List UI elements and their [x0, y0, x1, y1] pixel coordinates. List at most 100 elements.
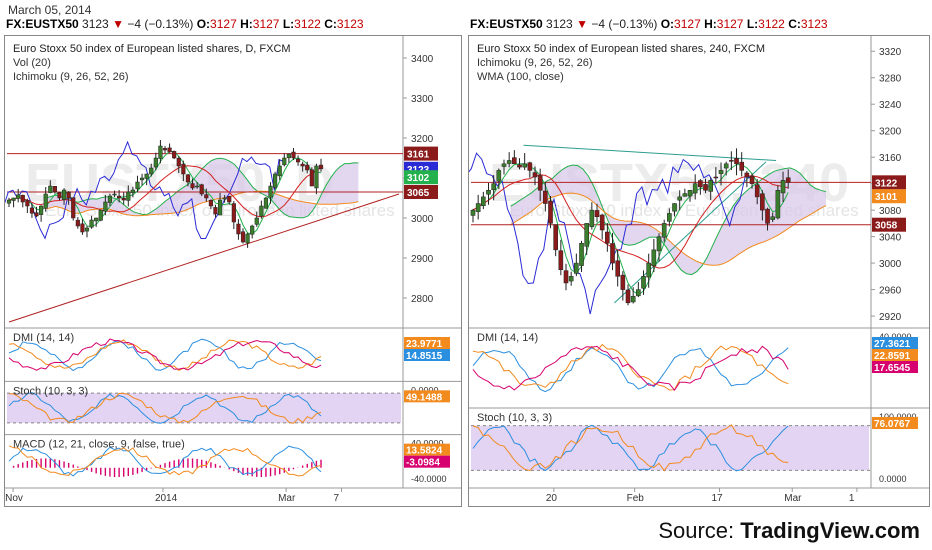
candle-body [227, 196, 232, 203]
y-tick-label: 2900 [411, 254, 434, 265]
candle-body [250, 225, 255, 235]
last-price: 3123 [82, 17, 109, 31]
candle-body [641, 276, 646, 289]
candle-body [39, 205, 44, 215]
panel-tick-label: 0.0000 [879, 474, 907, 484]
candle-body [661, 223, 667, 238]
indicator-line [8, 339, 322, 371]
candle-body [89, 219, 94, 228]
candle-body [48, 185, 53, 193]
candle-body [667, 213, 672, 222]
change-down-icon: ▼ [576, 17, 588, 31]
candle-body [698, 180, 703, 188]
panel-value-label: -3.0984 [406, 458, 440, 469]
candle-body [780, 180, 786, 194]
candle-body [139, 177, 145, 181]
candle-body [282, 157, 287, 166]
y-tick-label: 3300 [411, 94, 434, 105]
panel-value-badge [404, 455, 450, 468]
low-label: L: [746, 17, 759, 31]
candle-body [646, 262, 651, 278]
y-tick-label: 3280 [879, 74, 902, 85]
candle-body [6, 199, 12, 204]
y-tick-label: 2800 [411, 294, 434, 305]
x-tick-label: 1 [849, 493, 855, 504]
indicator-label: WMA (100, close) [477, 71, 564, 83]
y-tick-label: 3200 [879, 127, 902, 138]
candle-body [61, 189, 67, 200]
indicator-line [8, 445, 322, 477]
candle-body [687, 190, 693, 197]
candle-body [135, 181, 140, 190]
candle-body [167, 147, 172, 153]
candle-body [153, 157, 158, 168]
candle-body [548, 200, 553, 224]
y-tick-label: 2960 [879, 286, 902, 297]
x-tick-label: Feb [627, 493, 645, 504]
candle-body [259, 205, 264, 217]
candle-body [615, 260, 620, 277]
candle-body [512, 157, 517, 165]
candle-body [470, 209, 476, 216]
panel-value-label: 13.5824 [406, 446, 443, 457]
candle-body [245, 233, 250, 244]
high-value: 3127 [716, 17, 744, 31]
indicator-line [8, 338, 322, 371]
close-value: 3123 [800, 17, 828, 31]
open-value: 3127 [674, 17, 701, 31]
candle-body [112, 193, 117, 196]
candle-body [66, 191, 71, 199]
candle-body [84, 227, 90, 232]
open-value: 3127 [210, 17, 237, 31]
panel-title: Stoch (10, 3, 3) [477, 412, 552, 424]
candle-body [625, 289, 631, 304]
candle-body [199, 184, 204, 195]
candle-body [309, 169, 314, 187]
trendline [8, 193, 400, 323]
price-level-label: 3101 [875, 192, 898, 203]
candle-body [240, 231, 246, 243]
symbol-bar-left: FX:EUSTX50 3123 ▼ −4 (−0.13%) O:3127 H:3… [6, 17, 364, 31]
panel-title: MACD (12, 21, close, 9, false, true) [13, 439, 185, 451]
candle-body [636, 289, 641, 297]
candle-body [43, 193, 48, 209]
panel-value-badge [872, 337, 918, 349]
candle-body [729, 160, 734, 162]
candle-body [305, 164, 310, 171]
panel-value-label: 17.6545 [874, 363, 911, 374]
candle-body [94, 217, 99, 222]
price-level-badge [404, 185, 438, 199]
candle-body [98, 209, 103, 221]
candle-body [620, 274, 626, 290]
source-brand[interactable]: TradingView.com [740, 518, 920, 543]
candle-body [291, 151, 296, 159]
panel-value-badge [872, 417, 918, 429]
y-tick-label: 3320 [879, 47, 902, 58]
last-price: 3123 [546, 17, 573, 31]
candle-body [749, 176, 755, 184]
candle-body [605, 231, 610, 244]
price-level-badge [404, 146, 438, 161]
candle-body [52, 186, 57, 193]
panel-title: DMI (14, 14) [13, 332, 74, 344]
candle-body [517, 164, 522, 168]
panel-value-badge [404, 349, 450, 361]
high-value: 3127 [252, 17, 280, 31]
symbol-name[interactable]: FX:EUSTX50 [470, 17, 543, 31]
candle-body [162, 148, 168, 151]
candle-body [181, 163, 186, 175]
right-chart-pane[interactable]: EUSTX50, 240 Euro Stoxx 50 index of Europ… [434, 35, 930, 507]
ichimoku-cloud [510, 165, 826, 275]
candle-body [486, 190, 491, 195]
candle-body [775, 190, 781, 219]
candle-body [300, 163, 305, 167]
indicator-line [8, 392, 322, 424]
symbol-name[interactable]: FX:EUSTX50 [6, 17, 79, 31]
candle-body [630, 295, 636, 303]
panel-value-label: 49.1488 [406, 392, 443, 403]
candle-body [651, 249, 657, 267]
panel-title: Stoch (10, 3, 3) [13, 385, 88, 397]
